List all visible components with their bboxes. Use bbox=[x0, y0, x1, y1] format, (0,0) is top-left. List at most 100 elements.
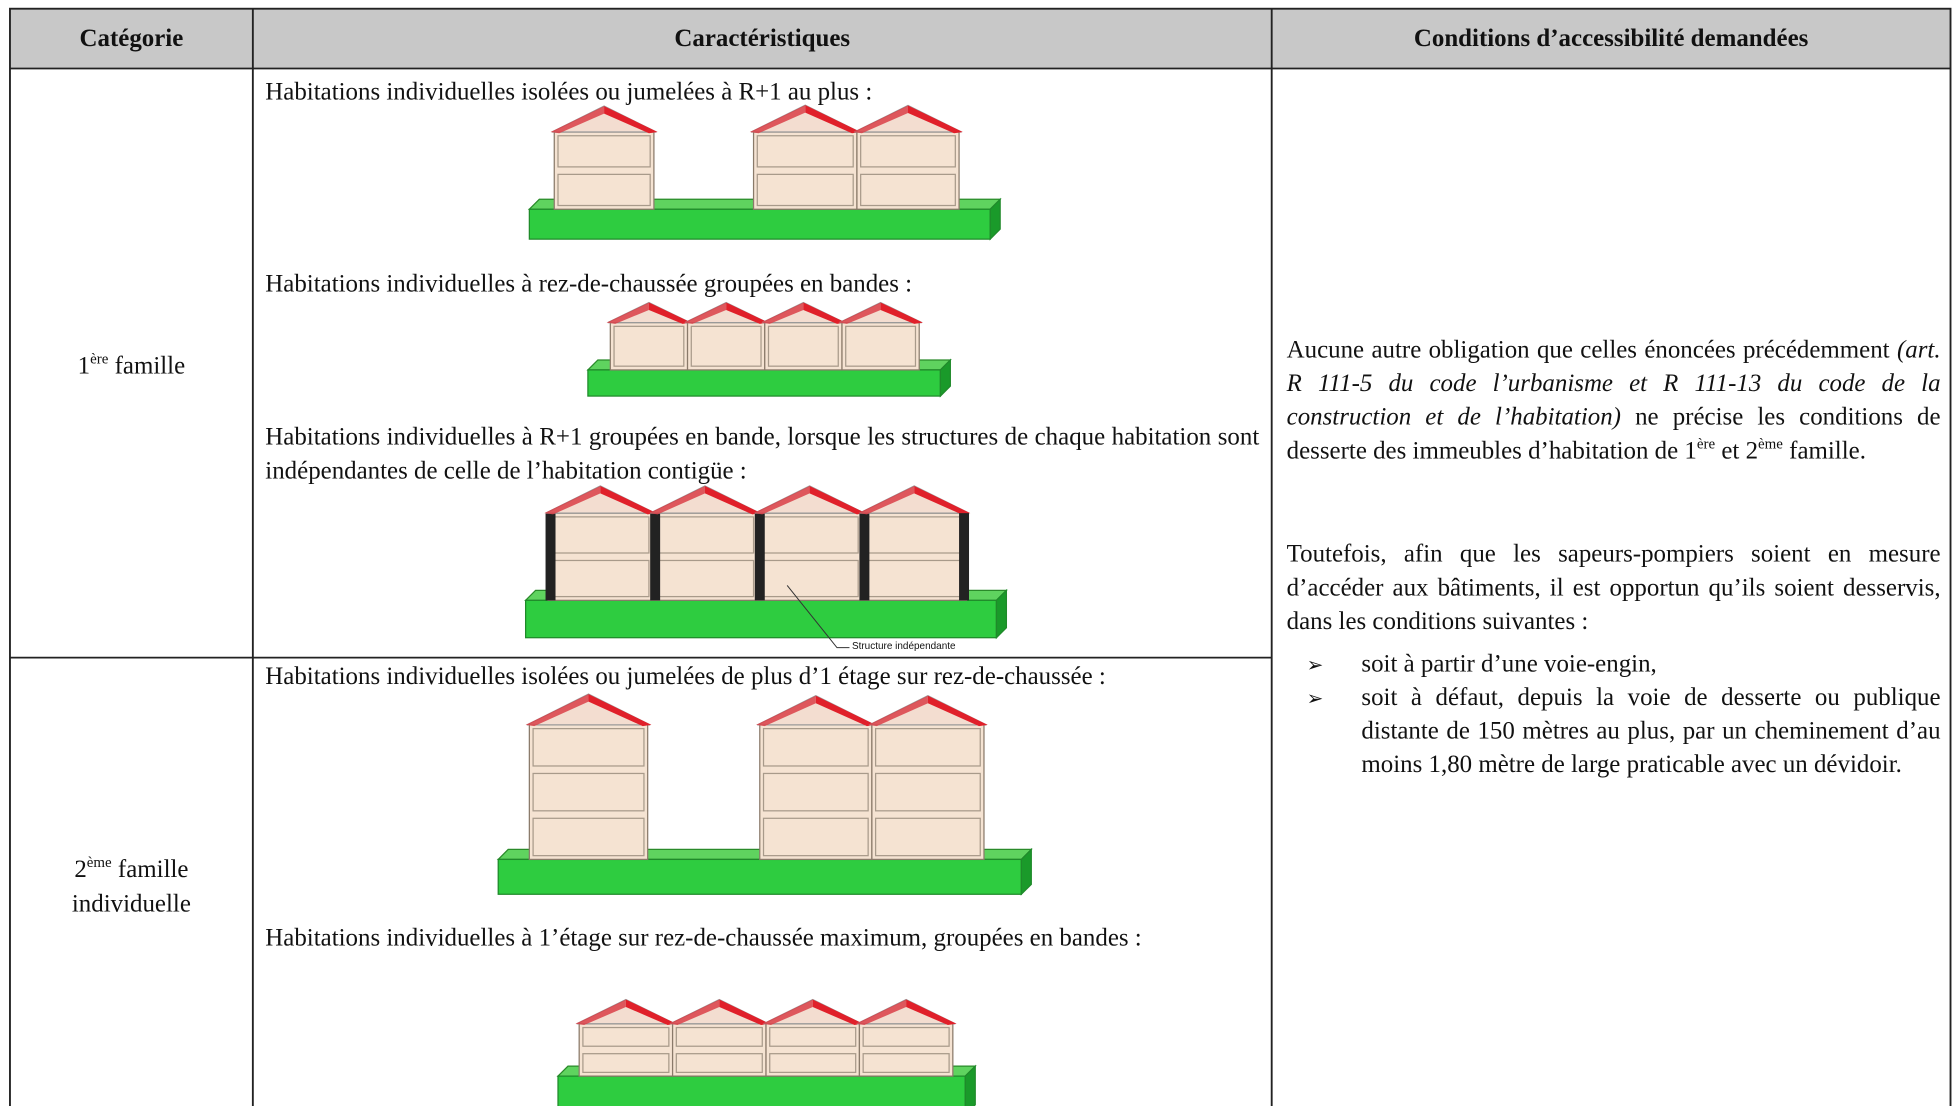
ground bbox=[524, 599, 998, 639]
roof-tiles bbox=[588, 694, 652, 727]
house-floor bbox=[762, 727, 869, 767]
house-floor bbox=[532, 817, 645, 857]
house-floor bbox=[532, 727, 645, 767]
roof-tiles bbox=[719, 999, 770, 1026]
conditions-paragraph: Toutefois, afin que les sapeurs-pompiers… bbox=[1286, 540, 1941, 636]
house-wall bbox=[547, 512, 654, 601]
house-wall bbox=[861, 512, 968, 601]
category: 1ère famille bbox=[10, 349, 253, 384]
house-wall bbox=[553, 131, 655, 210]
roof-tiles bbox=[600, 485, 657, 515]
house-wall bbox=[756, 512, 863, 601]
text: et bbox=[1721, 437, 1740, 465]
roof-tiles bbox=[838, 302, 881, 324]
header-cell: Catégorie bbox=[79, 24, 184, 53]
item-text: Habitations individuelles à R+1 groupées… bbox=[265, 423, 1260, 485]
ground bbox=[528, 208, 991, 240]
figure-label: Structure indépendante bbox=[851, 640, 956, 652]
conditions-paragraph: Aucune autre obligation que celles énonc… bbox=[1287, 334, 1941, 469]
roof-tiles bbox=[648, 302, 692, 324]
conditions-list: soit à partir d’une voie-engin, soit à d… bbox=[1287, 648, 1941, 783]
house-floor bbox=[557, 173, 651, 207]
ground-side bbox=[1020, 847, 1032, 896]
header-background bbox=[9, 8, 1951, 69]
roof-tiles bbox=[812, 999, 864, 1026]
number: 1 bbox=[1684, 437, 1697, 465]
category-suffix: ère bbox=[90, 349, 109, 368]
roof-tiles bbox=[726, 302, 769, 324]
house-wall bbox=[764, 321, 843, 371]
header-cell: Caractéristiques bbox=[674, 24, 851, 53]
suffix: ère bbox=[1696, 434, 1716, 453]
roof-tiles bbox=[625, 999, 677, 1026]
house-wall bbox=[856, 131, 960, 210]
ground-side bbox=[939, 358, 951, 398]
roof-tiles bbox=[815, 695, 876, 727]
house-floor bbox=[532, 772, 645, 812]
roof-tiles bbox=[805, 105, 861, 134]
house-wall bbox=[858, 1023, 954, 1077]
header-cell: Conditions d’accessibilité demandées bbox=[1413, 24, 1809, 53]
house-floor bbox=[860, 173, 956, 207]
roof-tiles bbox=[853, 105, 908, 134]
roof-tiles bbox=[762, 999, 813, 1026]
category-number: 1 bbox=[77, 352, 91, 380]
roof-tiles bbox=[906, 999, 957, 1026]
house-floor bbox=[874, 817, 981, 857]
category-label: famille bbox=[117, 855, 189, 884]
ground bbox=[497, 858, 1022, 895]
structure bbox=[859, 513, 870, 601]
text: ne précise les conditions de desserte de… bbox=[1286, 403, 1941, 465]
house-wall bbox=[841, 321, 920, 371]
table-borders bbox=[9, 7, 1952, 1106]
text: famille. bbox=[1789, 437, 1866, 465]
house-floor bbox=[769, 1053, 857, 1073]
roof-tiles bbox=[858, 485, 915, 515]
roof-tiles bbox=[544, 485, 601, 515]
roof-tiles bbox=[668, 999, 720, 1026]
house-wall bbox=[652, 512, 758, 601]
house-floor bbox=[762, 817, 869, 857]
roof-tiles bbox=[525, 694, 589, 727]
house-wall bbox=[609, 321, 689, 371]
house-floor bbox=[582, 1026, 670, 1047]
structure bbox=[650, 513, 661, 601]
house-floor bbox=[582, 1053, 670, 1073]
roof-tiles bbox=[809, 485, 866, 515]
roof-tiles bbox=[575, 999, 626, 1026]
house-wall bbox=[528, 724, 649, 861]
house-floor bbox=[557, 135, 651, 168]
house-floor bbox=[769, 1026, 857, 1047]
roof-tiles bbox=[749, 105, 806, 134]
item-text: Habitations individuelles isolées ou jum… bbox=[265, 662, 1106, 691]
structure bbox=[545, 513, 556, 601]
house-floor bbox=[690, 325, 762, 367]
roof-tiles bbox=[880, 302, 923, 324]
roof-tiles bbox=[604, 106, 658, 134]
roof-tiles bbox=[927, 695, 988, 727]
number: 2 bbox=[1745, 437, 1759, 465]
list-item: soit à partir d’une voie-engin, bbox=[1287, 648, 1941, 682]
ground bbox=[557, 1075, 966, 1106]
roof-tiles bbox=[914, 485, 971, 515]
house-floor bbox=[862, 1026, 950, 1047]
roof-tiles bbox=[761, 302, 804, 324]
category-label: famille bbox=[114, 352, 186, 380]
house-wall bbox=[671, 1023, 767, 1077]
item-text: Habitations individuelles à 1’étage sur … bbox=[265, 924, 1142, 952]
house-floor bbox=[874, 772, 981, 812]
roof-tiles bbox=[648, 485, 705, 515]
leader-line bbox=[786, 585, 850, 649]
roof-tiles bbox=[855, 999, 907, 1026]
roof-tiles bbox=[683, 302, 727, 324]
structure bbox=[754, 513, 765, 601]
category-suffix: ème bbox=[86, 853, 112, 871]
ground-side bbox=[995, 588, 1008, 640]
house-floor bbox=[613, 325, 685, 367]
roof-tiles bbox=[753, 485, 810, 515]
roof-tiles bbox=[704, 485, 762, 515]
house-wall bbox=[765, 1023, 861, 1077]
